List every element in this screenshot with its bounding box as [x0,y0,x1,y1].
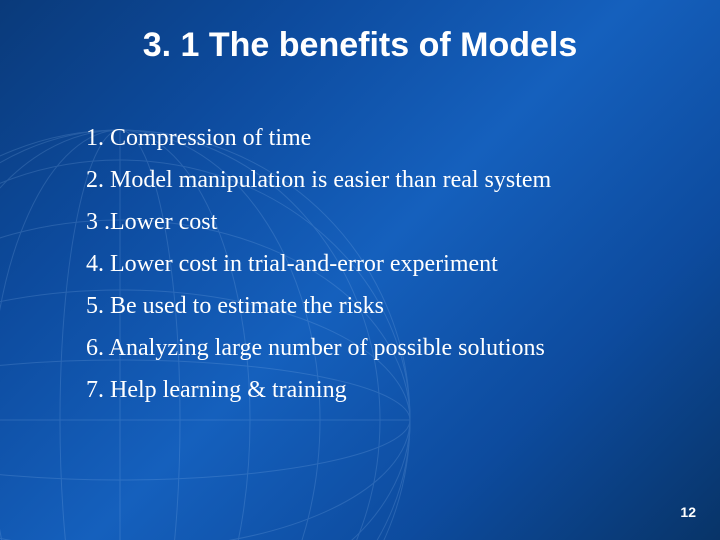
body-line: 6. Analyzing large number of possible so… [86,330,660,366]
body-line: 5. Be used to estimate the risks [86,288,660,324]
body-line: 4. Lower cost in trial-and-error experim… [86,246,660,282]
body-line: 1. Compression of time [86,120,660,156]
body-line: 3 .Lower cost [86,204,660,240]
page-number: 12 [680,504,696,520]
body-line: 2. Model manipulation is easier than rea… [86,162,660,198]
slide: 3. 1 The benefits of Models 1. Compressi… [0,0,720,540]
slide-title: 3. 1 The benefits of Models [0,26,720,65]
body-line: 7. Help learning & training [86,372,660,408]
slide-body: 1. Compression of time 2. Model manipulat… [86,120,660,414]
